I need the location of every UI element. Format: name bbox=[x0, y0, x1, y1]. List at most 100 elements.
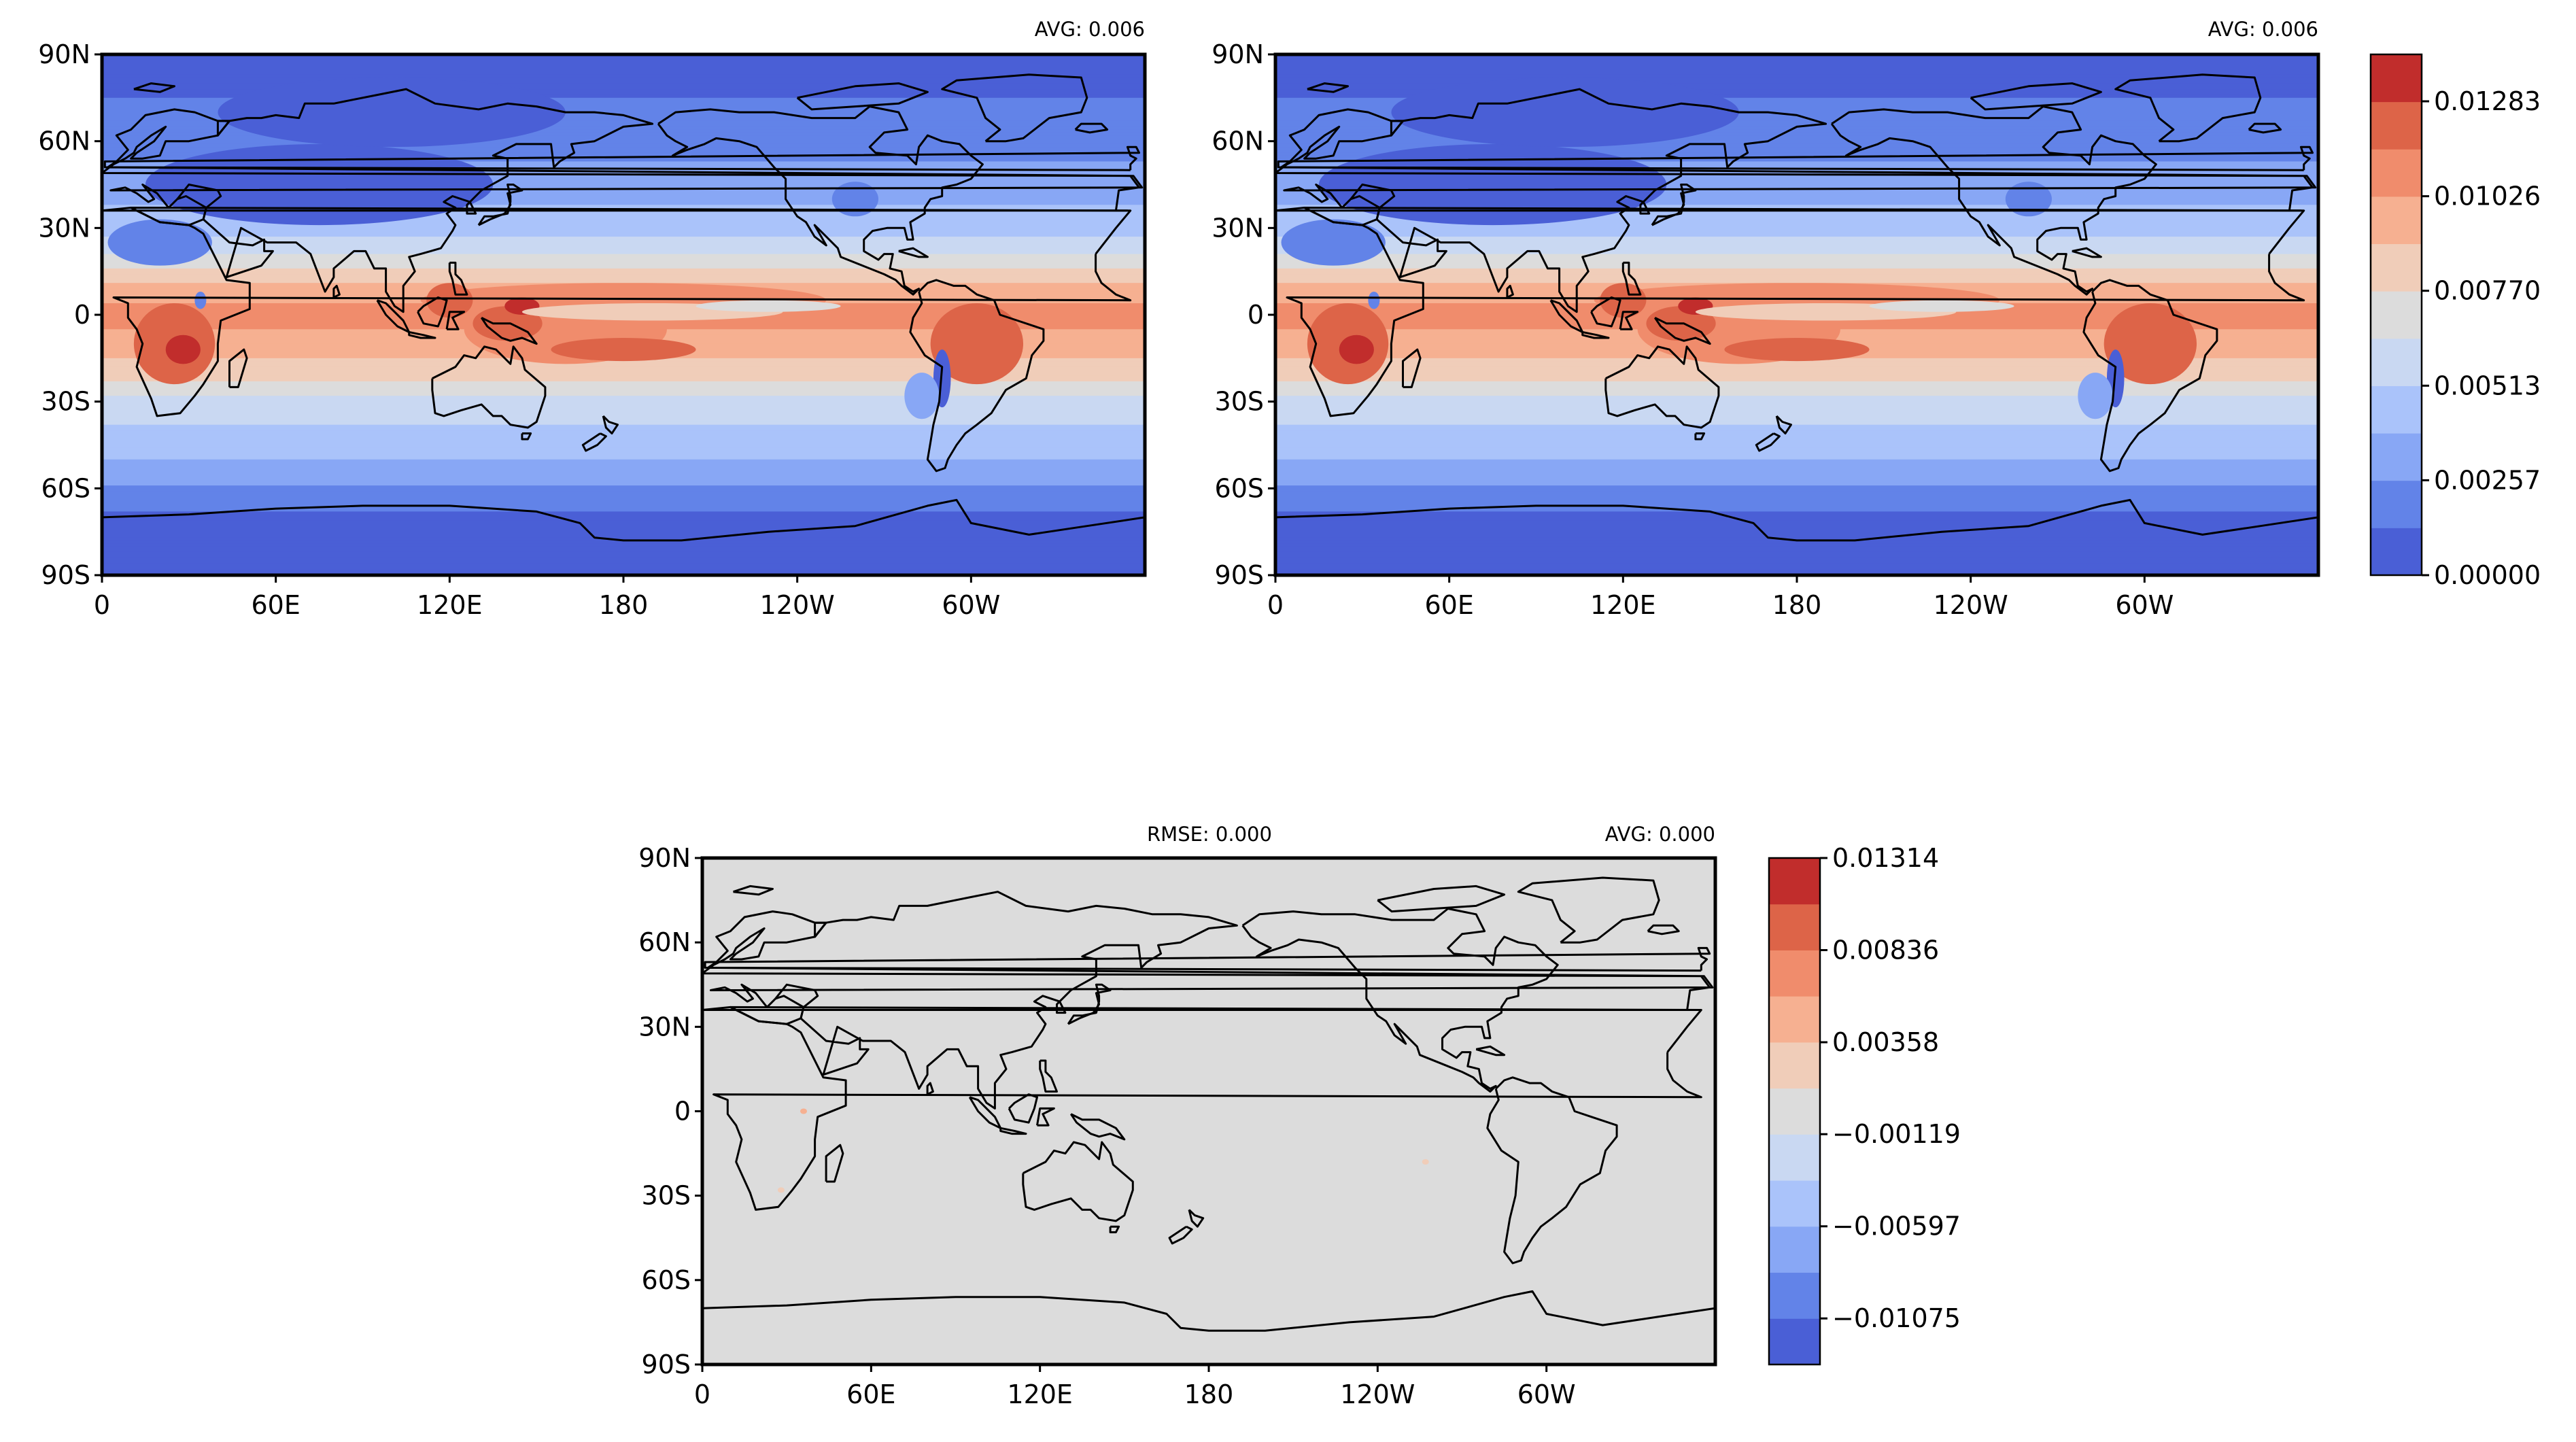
field-band bbox=[1275, 242, 2318, 246]
coastlines bbox=[1275, 73, 2318, 542]
field-band bbox=[1275, 279, 2318, 284]
field-band bbox=[102, 271, 1145, 275]
panel-avg-label: AVG: 0.006 bbox=[2208, 18, 2318, 41]
field-band bbox=[102, 103, 1145, 107]
field-band bbox=[102, 80, 1145, 84]
field-band bbox=[1275, 175, 2318, 179]
field-band bbox=[102, 546, 1145, 550]
field-band bbox=[102, 442, 1145, 446]
field-band bbox=[1275, 532, 2318, 536]
lon-tick-label: 0 bbox=[94, 590, 110, 620]
field-band bbox=[102, 89, 1145, 93]
field-band bbox=[102, 445, 1145, 449]
field-band bbox=[1275, 514, 2318, 518]
field-band bbox=[1275, 413, 2318, 417]
coastline-uk bbox=[103, 145, 1140, 171]
field-band bbox=[102, 279, 1145, 284]
coastline-iceland bbox=[1074, 122, 1109, 134]
field-band bbox=[102, 523, 1145, 527]
field-band bbox=[102, 422, 1145, 426]
coastline-svalbard bbox=[133, 82, 175, 93]
colorbar-segment bbox=[2371, 54, 2422, 103]
lat-tick-label: 90S bbox=[41, 560, 90, 590]
coastline-namerica bbox=[657, 105, 984, 296]
field-band bbox=[102, 491, 1145, 495]
field-anomaly bbox=[426, 283, 473, 318]
field-band bbox=[102, 361, 1145, 365]
field-band bbox=[1275, 528, 2318, 533]
field-band bbox=[1275, 442, 2318, 446]
lon-tick-label: 60E bbox=[1424, 590, 1473, 620]
field-band bbox=[102, 453, 1145, 458]
field-band bbox=[1275, 103, 2318, 107]
field-band bbox=[1275, 373, 2318, 377]
lat-tick-label: 30S bbox=[642, 1181, 691, 1211]
field-band bbox=[1275, 109, 2318, 114]
coastline-java bbox=[408, 331, 436, 339]
coastline-japan bbox=[1651, 184, 1697, 226]
field-band bbox=[102, 196, 1145, 200]
lon-tick-label: 120W bbox=[1934, 590, 2008, 620]
field-band bbox=[102, 57, 1145, 61]
colorbar-frame bbox=[1768, 857, 1821, 1366]
field-anomaly bbox=[145, 143, 494, 226]
lon-tick-label: 180 bbox=[599, 590, 649, 620]
field-band bbox=[102, 83, 1145, 87]
coastline-sulawesi bbox=[1619, 311, 1639, 330]
field-band bbox=[1275, 193, 2318, 197]
coastline-nz_s bbox=[1168, 1225, 1193, 1245]
field-band bbox=[102, 213, 1145, 218]
field-band bbox=[102, 433, 1145, 437]
field-band bbox=[1275, 222, 2318, 226]
field-band bbox=[1275, 196, 2318, 200]
field-band bbox=[102, 500, 1145, 504]
field-band bbox=[102, 366, 1145, 371]
field-band bbox=[102, 494, 1145, 498]
lat-tick-label: 60N bbox=[38, 126, 90, 156]
field-band bbox=[1275, 115, 2318, 119]
field-band bbox=[102, 517, 1145, 521]
field-anomaly bbox=[1391, 78, 1739, 148]
field-band bbox=[1275, 228, 2318, 232]
field-band bbox=[1275, 152, 2318, 156]
field-band bbox=[102, 485, 1145, 490]
lat-tick-label: 30N bbox=[1212, 213, 1264, 243]
field-band bbox=[1275, 251, 2318, 255]
lon-tick-label: 60E bbox=[846, 1379, 895, 1409]
field-band bbox=[102, 378, 1145, 382]
field-band bbox=[102, 126, 1145, 131]
field-band bbox=[1275, 433, 2318, 437]
panel-avg-label: AVG: 0.000 bbox=[1605, 823, 1715, 846]
difference-speck bbox=[800, 1108, 807, 1114]
field-band bbox=[1275, 112, 2318, 116]
field-band bbox=[102, 526, 1145, 530]
field-band bbox=[102, 509, 1145, 513]
field-band bbox=[1275, 392, 2318, 397]
field-band bbox=[102, 534, 1145, 538]
coastline-samerica bbox=[2082, 279, 2218, 473]
field-band bbox=[102, 532, 1145, 536]
field-band bbox=[1275, 401, 2318, 405]
field-band bbox=[1275, 390, 2318, 394]
field-band bbox=[102, 549, 1145, 553]
field-band bbox=[1275, 239, 2318, 243]
lon-tick-label: 0 bbox=[694, 1379, 710, 1409]
field-band bbox=[1275, 71, 2318, 75]
lon-tick-label: 0 bbox=[1267, 590, 1284, 620]
field-anomaly bbox=[1339, 334, 1374, 364]
field-band bbox=[1275, 415, 2318, 420]
field-band bbox=[102, 106, 1145, 110]
field-anomaly bbox=[930, 303, 1024, 385]
field-band bbox=[102, 462, 1145, 466]
field-band bbox=[1275, 138, 2318, 142]
field-band bbox=[1275, 92, 2318, 96]
colorbar-segment bbox=[2371, 433, 2422, 481]
field-band bbox=[102, 86, 1145, 90]
colorbar-segment bbox=[1769, 1180, 1820, 1227]
coastline-nz_s bbox=[1755, 432, 1781, 452]
lat-tick-label: 0 bbox=[674, 1097, 691, 1127]
lat-tick-label: 90S bbox=[1215, 560, 1264, 590]
field-band bbox=[102, 175, 1145, 179]
lat-tick-label: 30N bbox=[38, 213, 90, 243]
field-band bbox=[1275, 248, 2318, 252]
